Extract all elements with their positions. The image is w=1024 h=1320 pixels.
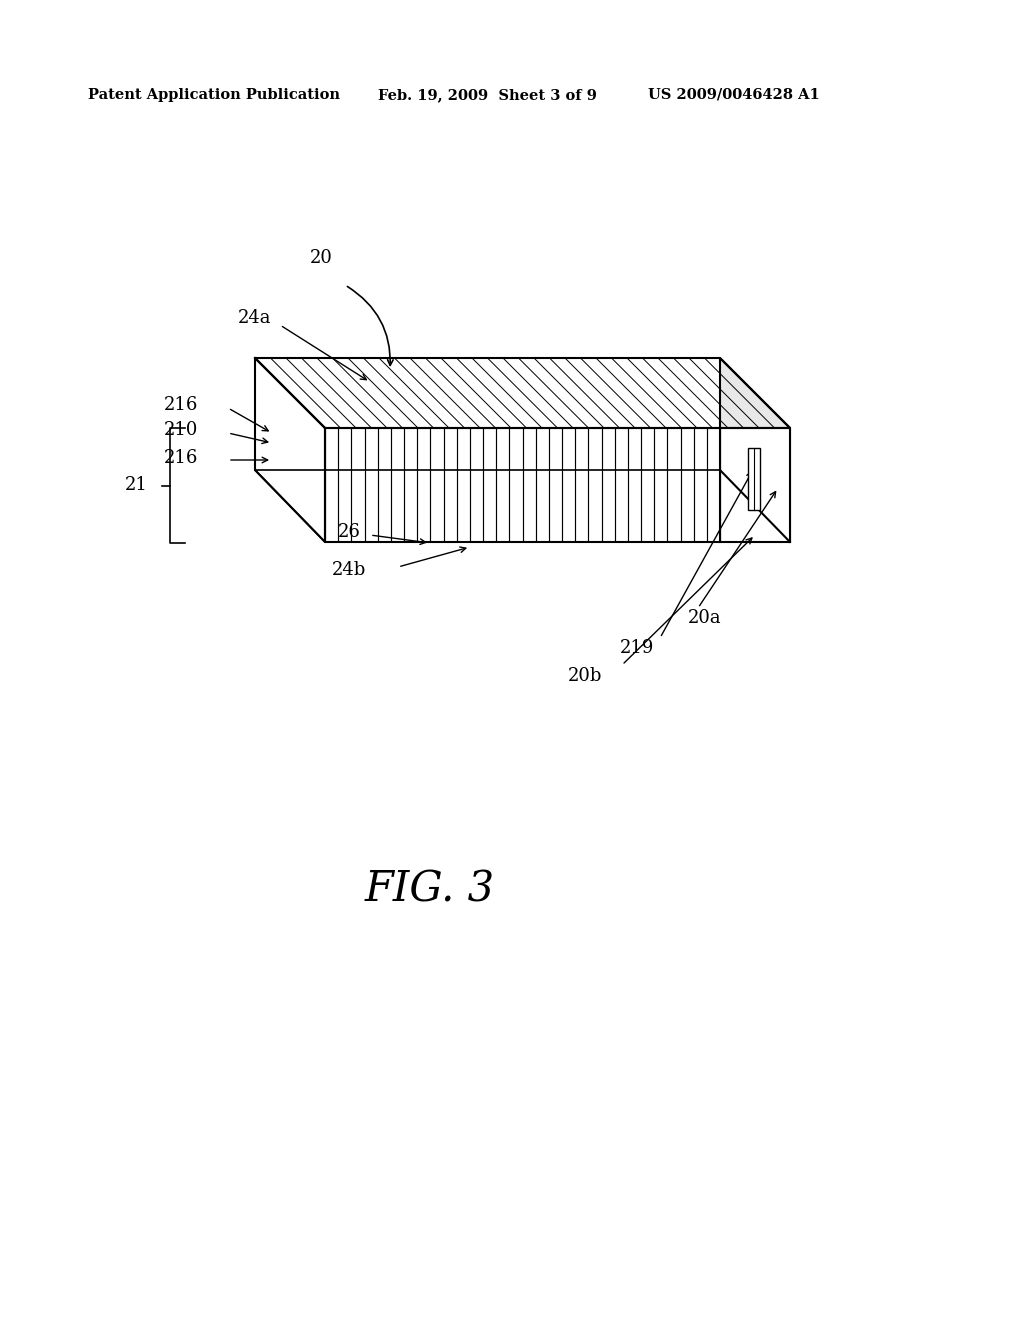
Text: 20b: 20b bbox=[568, 667, 602, 685]
Text: 216: 216 bbox=[164, 449, 198, 467]
Polygon shape bbox=[325, 428, 790, 543]
Text: Patent Application Publication: Patent Application Publication bbox=[88, 88, 340, 102]
Text: 216: 216 bbox=[164, 396, 198, 414]
Text: 24a: 24a bbox=[238, 309, 271, 327]
Text: Feb. 19, 2009  Sheet 3 of 9: Feb. 19, 2009 Sheet 3 of 9 bbox=[378, 88, 597, 102]
Polygon shape bbox=[255, 358, 790, 428]
Polygon shape bbox=[255, 358, 325, 543]
Text: 219: 219 bbox=[620, 639, 654, 657]
Text: 21: 21 bbox=[125, 477, 148, 495]
Text: 20a: 20a bbox=[688, 609, 722, 627]
Polygon shape bbox=[720, 358, 790, 543]
Text: US 2009/0046428 A1: US 2009/0046428 A1 bbox=[648, 88, 820, 102]
Text: 26: 26 bbox=[338, 523, 360, 541]
Polygon shape bbox=[748, 447, 760, 510]
Text: FIG. 3: FIG. 3 bbox=[365, 869, 495, 911]
Text: 24b: 24b bbox=[332, 561, 367, 579]
Text: 210: 210 bbox=[164, 421, 198, 440]
Text: 20: 20 bbox=[310, 249, 333, 267]
